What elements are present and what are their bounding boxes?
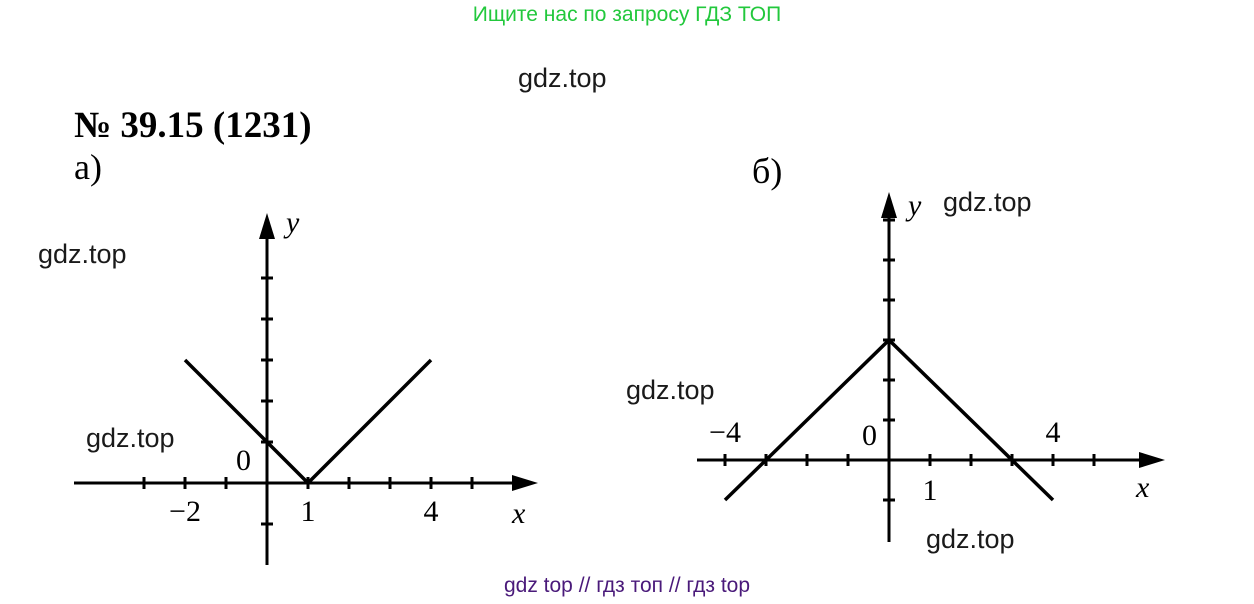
x-axis-label: x xyxy=(1135,471,1150,504)
watermark-right-upper: gdz.top xyxy=(943,187,1032,217)
origin-label: 0 xyxy=(862,419,877,452)
watermark-left-upper: gdz.top xyxy=(38,239,127,269)
y-axis-arrow xyxy=(881,192,897,218)
problem-title: № 39.15 (1231) xyxy=(74,105,312,146)
x-tick-label: 1 xyxy=(301,495,316,528)
watermark-right-middle: gdz.top xyxy=(626,375,715,405)
x-tick-label: −4 xyxy=(709,416,741,449)
panel-label-a: а) xyxy=(74,147,102,187)
x-tick-label: 4 xyxy=(424,495,439,528)
search-banner[interactable]: Ищите нас по запросу ГДЗ ТОП xyxy=(472,3,782,26)
x-tick-label: 1 xyxy=(923,474,938,507)
y-axis-label: y xyxy=(283,206,300,239)
y-axis-label: y xyxy=(905,189,922,222)
x-tick-label: 4 xyxy=(1046,416,1061,449)
x-axis-arrow xyxy=(1139,452,1165,468)
footer-links[interactable]: gdz top // гдз топ // гдз top xyxy=(503,574,751,597)
watermark-right-lower: gdz.top xyxy=(926,524,1015,554)
graph-line-1 xyxy=(723,337,1055,502)
chart-b: −4 1 4 y x 0 xyxy=(697,189,1165,542)
y-axis-arrow xyxy=(259,213,275,239)
panel-label-b: б) xyxy=(752,151,783,191)
x-axis-arrow xyxy=(512,475,538,491)
x-tick-label: −2 xyxy=(169,495,201,528)
chart-a: −2 1 4 y x 0 xyxy=(74,206,538,565)
origin-label: 0 xyxy=(236,444,251,477)
watermark-top: gdz.top xyxy=(518,63,607,93)
x-axis-label: x xyxy=(511,497,526,530)
graph-line-1 xyxy=(183,358,433,486)
watermark-left-lower: gdz.top xyxy=(86,423,175,453)
